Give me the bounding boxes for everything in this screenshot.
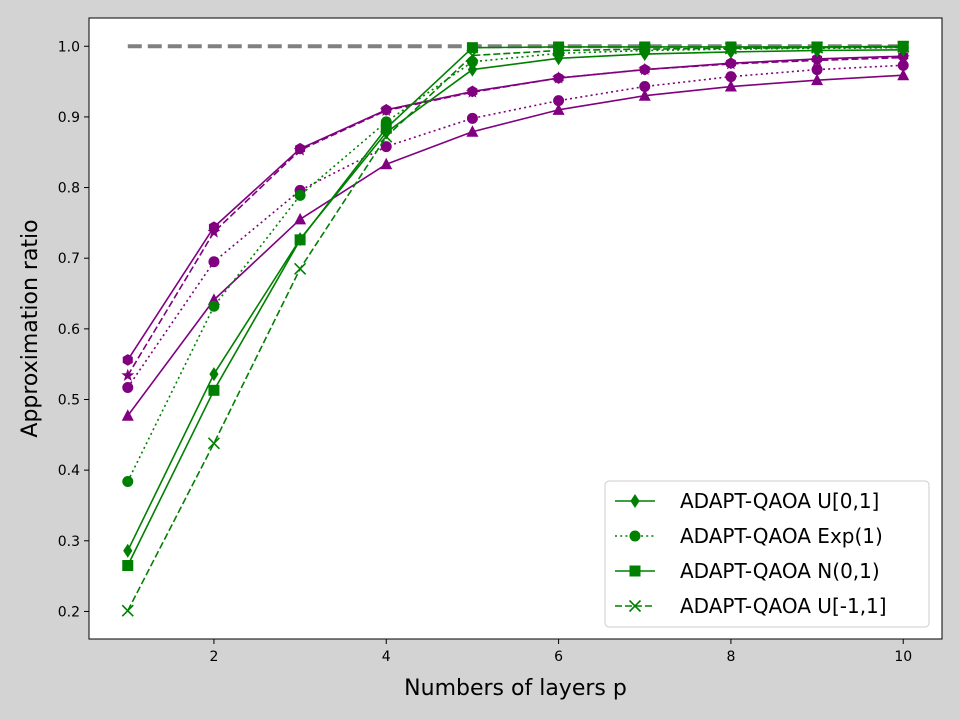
series-8-point <box>725 57 736 70</box>
series-3-point <box>294 234 306 246</box>
y-tick-label: 1.0 <box>58 39 80 55</box>
series-6-point <box>466 112 478 124</box>
series-6-point <box>811 64 823 76</box>
x-tick-label: 4 <box>382 649 391 665</box>
x-axis: 2 4 6 8 10 <box>209 639 912 665</box>
legend-entry: ADAPT-QAOA N(0,1) <box>615 559 880 583</box>
series-1-point <box>209 367 219 382</box>
series-1-line <box>127 48 904 552</box>
series-3-point <box>466 42 478 54</box>
y-tick-label: 0.4 <box>58 463 80 479</box>
x-tick-label: 6 <box>554 649 563 665</box>
series-5-point <box>638 89 651 101</box>
series-4-point <box>207 437 221 450</box>
legend-marker <box>630 494 640 508</box>
legend-label: ADAPT-QAOA Exp(1) <box>680 524 883 548</box>
legend-entry: ADAPT-QAOA Exp(1) <box>615 524 883 548</box>
series-5-line <box>127 74 904 417</box>
y-tick-label: 0.9 <box>58 110 80 126</box>
series-4-point <box>380 130 393 143</box>
series-5-point <box>724 80 737 92</box>
series-5 <box>121 68 910 421</box>
legend-marker <box>628 599 642 613</box>
series-5-point <box>121 409 134 421</box>
series-6-point <box>553 95 565 107</box>
series-8-point <box>122 354 133 366</box>
legend-marker <box>629 530 641 542</box>
series-8-point <box>639 63 650 76</box>
series-8-point <box>381 104 392 116</box>
legend-label: ADAPT-QAOA U[-1,1] <box>680 594 887 618</box>
y-tick-label: 0.2 <box>58 604 80 620</box>
series-2-line <box>127 46 904 482</box>
y-tick-label: 0.6 <box>58 322 80 338</box>
series-3-point <box>380 122 392 134</box>
series-5-point <box>294 212 307 225</box>
series-3-line <box>127 45 904 566</box>
series-5-point <box>380 157 393 170</box>
series-4-point <box>810 41 824 54</box>
x-tick-label: 10 <box>894 649 912 665</box>
legend: ADAPT-QAOA U[0,1] ADAPT-QAOA Exp(1) ADAPT-… <box>604 480 930 628</box>
series-4-point <box>724 42 737 55</box>
series-6-point <box>208 256 220 268</box>
series-6-point <box>380 141 392 153</box>
series-4 <box>121 40 910 617</box>
series-8-point <box>295 142 306 155</box>
legend-label: ADAPT-QAOA U[0,1] <box>680 489 879 513</box>
series-3-point <box>208 384 220 396</box>
legend-label: ADAPT-QAOA N(0,1) <box>680 559 880 583</box>
series-4-point <box>466 49 479 62</box>
legend-entry: ADAPT-QAOA U[-1,1] <box>615 594 887 618</box>
series-6-point <box>639 81 651 93</box>
y-tick-label: 0.3 <box>58 534 80 550</box>
legend-marker <box>629 565 641 577</box>
series-2-point <box>208 300 220 312</box>
series-5-point <box>552 103 565 115</box>
series-2-point <box>466 56 478 68</box>
legend-entry: ADAPT-QAOA U[0,1] <box>615 489 879 513</box>
series-8-line <box>127 55 904 361</box>
series-3-point <box>553 41 565 53</box>
series-4-line <box>127 46 904 612</box>
series-6-point <box>122 381 134 393</box>
y-tick-label: 0.8 <box>58 181 80 197</box>
series-8-point <box>812 53 823 65</box>
series-2-point <box>294 189 306 201</box>
x-tick-label: 2 <box>209 649 218 665</box>
series-4-point <box>638 43 651 56</box>
series-3-point <box>725 41 737 53</box>
series-5-point <box>897 68 910 81</box>
series-3-point <box>122 560 134 572</box>
series-7-point <box>121 368 135 381</box>
series-5-point <box>811 73 824 86</box>
x-tick-label: 8 <box>726 649 735 665</box>
y-tick-label: 0.5 <box>58 393 80 409</box>
x-axis-label: Numbers of layers p <box>404 676 627 701</box>
series-4-point <box>121 604 134 617</box>
y-axis: 0.2 0.3 0.4 0.5 0.6 0.7 0.8 0.9 1.0 <box>58 39 89 620</box>
series-4-point <box>552 44 565 57</box>
series-8-point <box>467 85 478 98</box>
series-6-point <box>725 71 737 83</box>
y-axis-label: Approximation ratio <box>18 219 43 437</box>
series-3-point <box>639 41 651 53</box>
series-4-point <box>897 40 910 54</box>
series-8 <box>122 50 909 366</box>
series-1-point <box>123 543 133 558</box>
legend-box <box>604 480 930 628</box>
series-6 <box>122 59 909 393</box>
series-6-point <box>897 59 909 71</box>
y-tick-label: 0.7 <box>58 251 80 267</box>
series-8-point <box>208 221 219 233</box>
series-4-point <box>294 262 307 275</box>
series-2-point <box>122 475 134 487</box>
series-8-point <box>553 72 564 84</box>
series-5-point <box>466 125 479 137</box>
series-layer <box>121 40 910 617</box>
series-6-line <box>127 64 904 388</box>
